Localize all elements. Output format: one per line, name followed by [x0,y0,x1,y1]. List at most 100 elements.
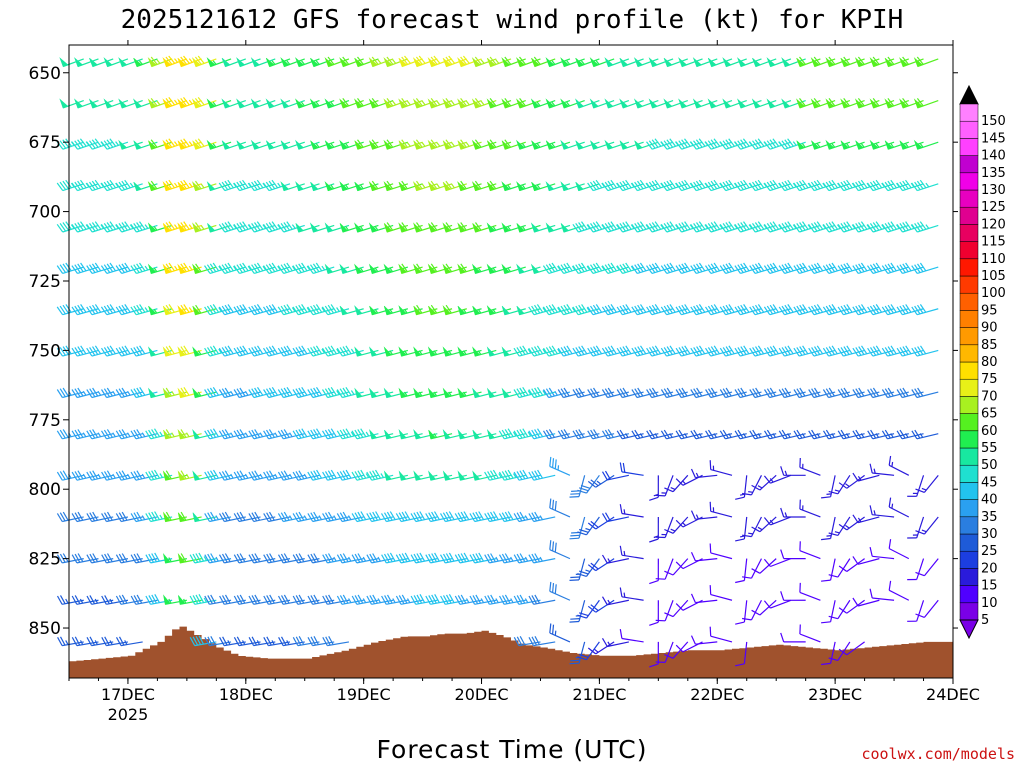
barb-feather [513,430,520,440]
barb-feather [460,180,467,190]
barb-half-feather [463,308,467,314]
barb-flag [383,139,393,150]
barb-half-feather [112,473,116,479]
barb-feather [634,347,641,356]
barb-feather [371,56,379,65]
barb-half-feather [654,433,659,438]
barb-feather [448,511,455,521]
barb-staff [297,599,320,605]
barb-staff [592,349,615,357]
barb-staff [607,599,629,606]
barb-staff [916,433,939,440]
barb-feather [410,554,417,564]
wind-barb [780,591,806,601]
barb-half-feather [247,265,252,271]
wind-barb [145,469,173,481]
barb-feather [236,388,243,398]
wind-barb [162,511,187,523]
barb-feather [537,469,544,479]
barb-feather [121,594,128,604]
barb-feather [89,553,96,563]
barb-staff [91,391,114,399]
barb-flag [133,140,142,150]
barb-staff [837,475,851,495]
barb-half-feather [392,59,397,64]
barb-feather [639,262,647,272]
barb-feather [224,553,231,562]
barb-feather [315,304,323,313]
barb-half-feather [365,431,370,437]
barb-feather [867,223,874,233]
barb-feather [766,429,774,439]
barb-feather [251,264,258,273]
barb-feather [268,470,275,480]
barb-half-feather [303,515,308,521]
wind-barb [277,553,305,564]
wind-barb [587,429,615,440]
y-tick-label: 725 [29,272,61,292]
barb-feather [310,264,317,273]
barb-staff [209,641,232,647]
barb-half-feather [683,433,688,438]
barb-feather [763,517,771,526]
barb-feather [698,138,706,147]
barb-feather [109,221,116,230]
barb-feather [709,585,712,595]
barb-feather [94,304,102,313]
barb-flag [162,553,171,564]
barb-feather [516,429,523,439]
barb-staff [750,516,763,537]
barb-feather [560,347,567,356]
barb-feather [354,429,361,439]
barb-feather [651,180,659,190]
barb-feather [313,470,320,480]
barb-feather [737,305,744,315]
barb-feather [460,263,467,272]
barb-feather [430,98,438,107]
barb-feather [872,98,880,107]
wind-barb [528,594,556,605]
wind-barb [206,139,232,150]
barb-feather [587,522,597,530]
wind-barb [89,57,114,68]
barb-feather [151,429,158,438]
barb-feather [840,181,847,191]
wind-barb [86,636,114,647]
wind-barb [513,594,541,605]
barb-staff [356,433,379,440]
barb-feather [872,222,880,231]
barb-feather [222,636,228,646]
barb-flag [884,57,894,67]
barb-feather [917,263,924,272]
barb-feather [307,306,314,316]
barb-feather [619,264,626,273]
barb-feather [872,304,880,314]
barb-feather [80,345,87,355]
barb-feather [89,388,96,398]
barb-feather [118,264,125,273]
barb-feather [899,305,906,315]
barb-staff [268,641,291,647]
barb-staff [209,516,232,523]
barb-staff [837,516,851,536]
wind-barb [115,553,143,564]
wind-barb [233,553,261,564]
barb-feather [698,221,706,230]
barb-feather [209,470,217,480]
barb-flag [383,346,392,357]
wind-barb [71,470,99,481]
barb-half-feather [153,267,158,272]
barb-feather [386,553,393,562]
wind-barb [395,552,423,564]
barb-feather [77,470,84,480]
barb-half-feather [905,143,909,148]
wind-barb [649,516,659,543]
barb-feather [265,347,273,356]
wind-barb [828,475,851,495]
barb-feather [118,347,125,356]
barb-flag [162,470,171,481]
wind-barb [763,599,792,609]
barb-feather [504,553,511,562]
wind-barb [442,470,467,481]
barb-half-feather [524,556,529,562]
